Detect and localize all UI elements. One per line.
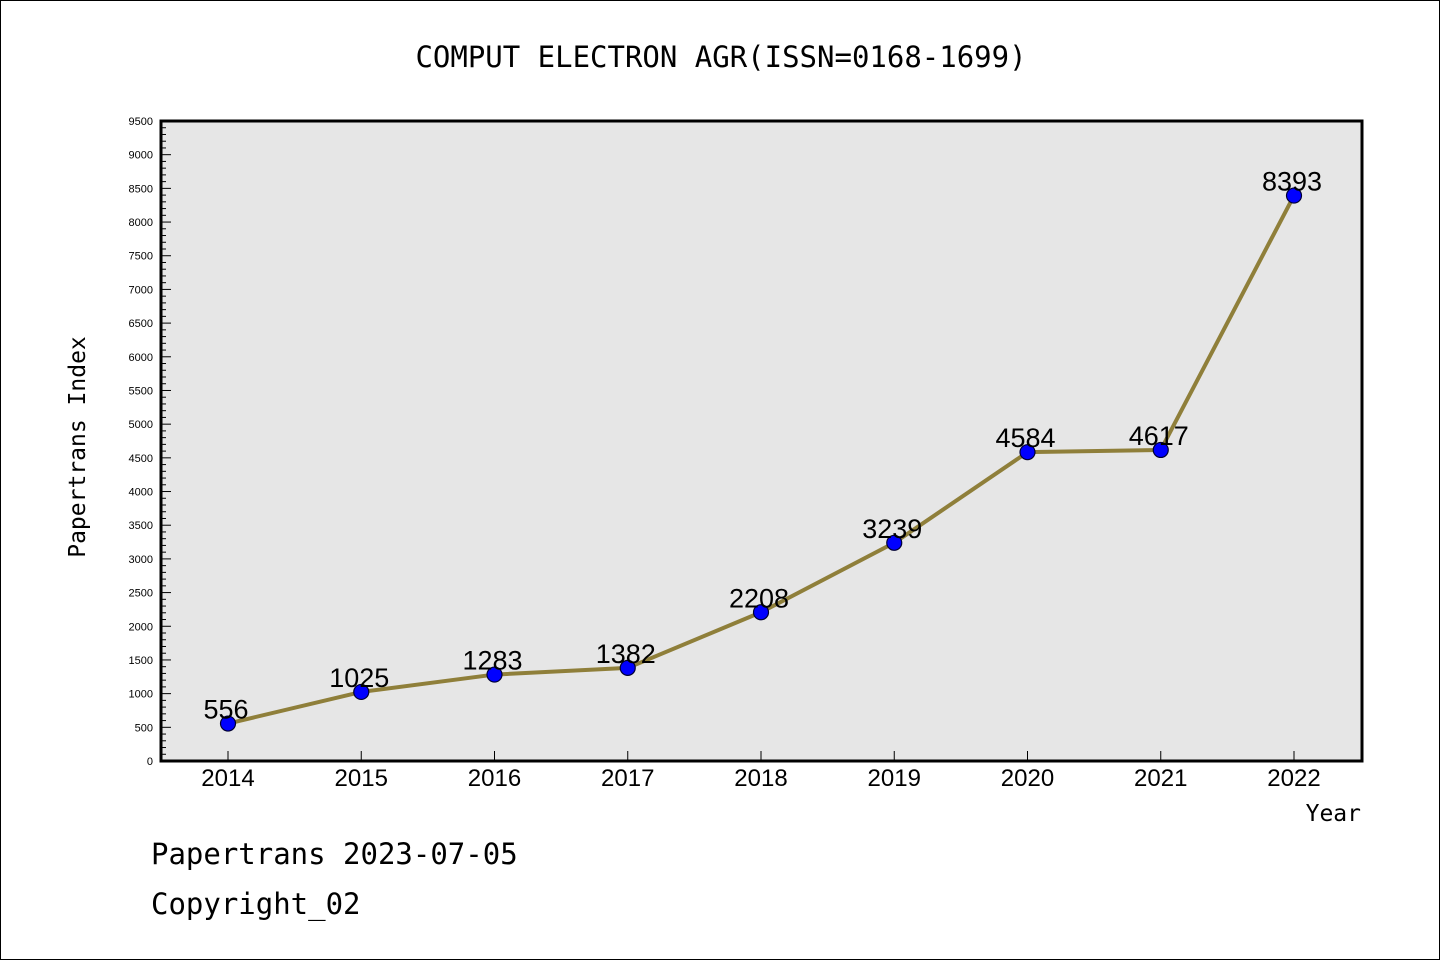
y-tick-label: 9000 [129,150,153,162]
y-tick-label: 8000 [129,217,153,229]
series-layer [219,187,1303,732]
data-point [619,659,636,676]
x-tick-label: 2022 [1267,765,1320,792]
x-axis-ticks: 2014 2015 2016 2017 2018 2019 2020 2021 2022 [201,751,1321,792]
y-tick-label: 9500 [129,116,153,128]
footer-copyright: Copyright_02 [151,887,361,922]
data-label: 1283 [462,646,522,676]
x-tick-label: 2014 [201,765,254,792]
data-label: 3239 [862,514,922,544]
y-tick-label: 7500 [129,251,153,263]
y-axis-ticks: 0 500 1000 1500 2000 2500 3000 3500 4000 4500 5000… [129,116,171,768]
data-point [353,683,370,701]
y-tick-label: 1000 [129,689,153,701]
data-point [886,534,903,551]
x-tick-label: 2015 [335,765,388,792]
y-axis-label: Papertrans Index [65,336,91,558]
x-axis-label: Year [1306,801,1361,827]
x-tick-label: 2021 [1134,765,1187,792]
footer-date: Papertrans 2023-07-05 [151,837,518,871]
data-labels-layer: 556 1025 1283 1382 2208 3239 4584 4617 8393 [203,167,1322,725]
x-tick-label: 2018 [734,765,787,792]
y-tick-label: 7000 [129,284,153,296]
y-tick-label: 1500 [129,655,153,667]
y-tick-label: 2500 [129,588,153,600]
data-point [219,715,237,732]
data-label: 1025 [329,663,389,693]
y-tick-label: 4000 [129,487,153,499]
data-point [1152,441,1169,459]
x-tick-label: 2020 [1001,765,1054,792]
y-tick-label: 3500 [129,520,153,532]
data-point [486,666,503,683]
y-tick-label: 6500 [129,318,153,330]
data-point [752,604,770,621]
y-tick-label: 5500 [129,385,153,397]
data-point [1019,444,1036,461]
plot-area [159,119,1364,763]
y-tick-label: 8500 [129,183,153,195]
y-tick-label: 500 [135,722,153,734]
data-label: 1382 [596,639,656,669]
y-tick-label: 6000 [129,352,153,364]
y-tick-label: 0 [147,756,153,768]
x-tick-label: 2019 [868,765,921,792]
data-point [1285,187,1303,204]
data-label: 556 [203,695,248,725]
data-label: 4584 [995,423,1055,453]
x-tick-label: 2017 [601,765,654,792]
x-tick-label: 2016 [468,765,521,792]
y-tick-label: 2000 [129,621,153,633]
data-label: 8393 [1262,167,1322,197]
y-tick-label: 3000 [129,554,153,566]
y-tick-label: 4500 [129,453,153,465]
data-label: 4617 [1129,421,1189,451]
data-label: 2208 [729,583,789,613]
chart-title: COMPUT ELECTRON AGR(ISSN=0168-1699) [415,40,1026,74]
y-tick-label: 5000 [129,419,153,431]
